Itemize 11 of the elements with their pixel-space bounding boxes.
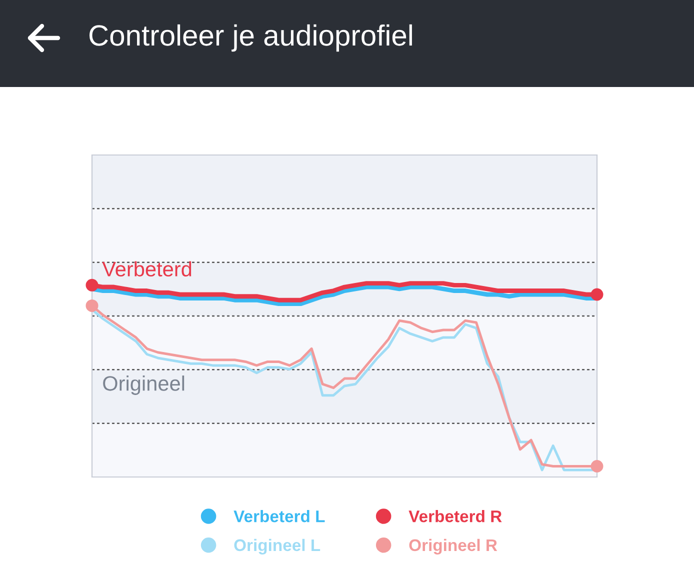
point: [590, 460, 604, 473]
text: Verbeterd: [102, 261, 192, 277]
point: [590, 288, 604, 301]
legend-label: Origineel R: [409, 538, 498, 554]
legend-label: Verbeterd R: [408, 510, 502, 522]
legend-label: Verbeterd L: [234, 510, 325, 522]
legend-label: Origineel L: [234, 538, 320, 554]
point: [86, 278, 98, 292]
chart-title: Controleer je audioprofiel: [89, 24, 412, 52]
annotation: Origineel: [103, 376, 184, 395]
point: [86, 299, 98, 312]
